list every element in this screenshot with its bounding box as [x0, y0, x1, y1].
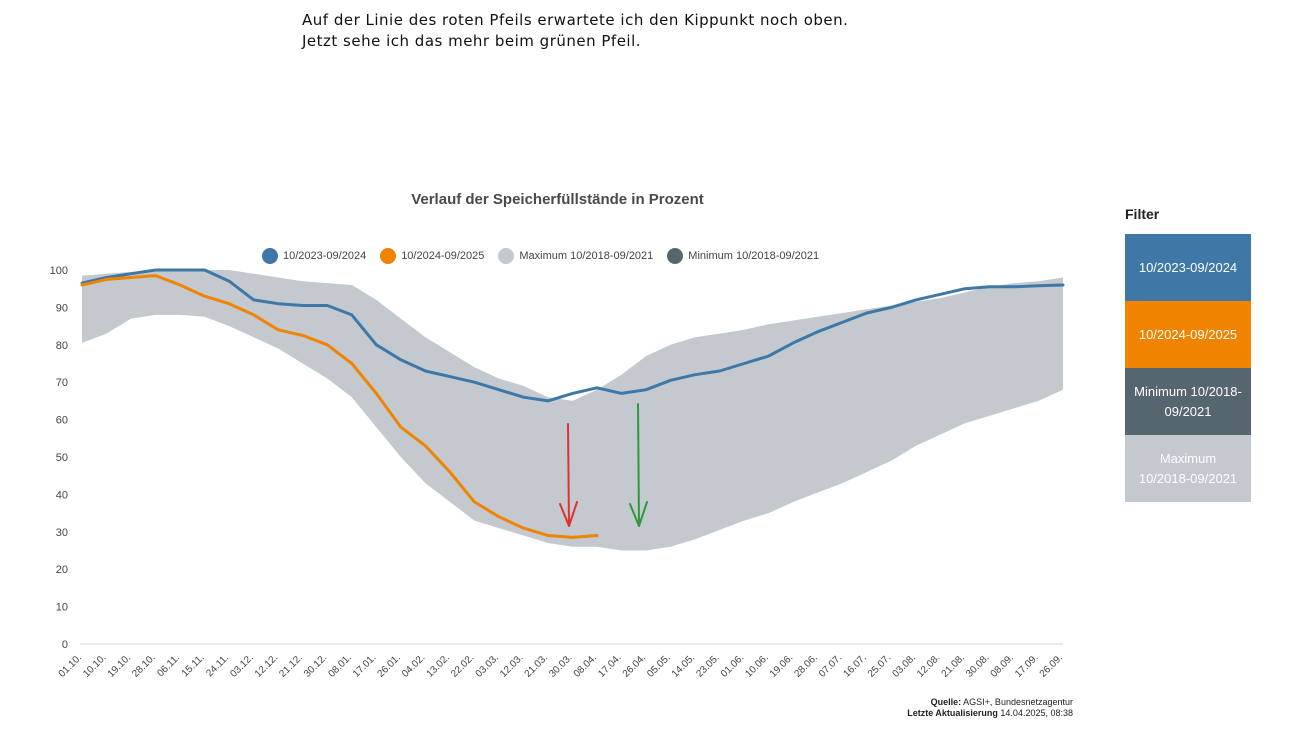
- x-tick-label: 30.12.: [302, 652, 329, 679]
- legend-dot-icon: [667, 248, 684, 264]
- x-tick-label: 28.10.: [130, 652, 157, 679]
- x-tick-label: 03.12.: [228, 652, 255, 679]
- legend-dot-icon: [262, 248, 278, 264]
- x-tick-label: 17.01.: [351, 652, 378, 679]
- x-tick-label: 21.08.: [940, 652, 967, 679]
- filter-panel: Filter 10/2023-09/2024 10/2024-09/2025 M…: [1125, 206, 1251, 502]
- y-tick-label: 60: [56, 415, 68, 427]
- y-tick-label: 10: [56, 602, 68, 614]
- x-tick-label: 21.12.: [277, 652, 304, 679]
- y-tick-label: 100: [50, 265, 68, 277]
- y-tick-label: 0: [62, 639, 68, 651]
- source-label: Quelle:: [930, 697, 962, 707]
- legend-item-2023-2024[interactable]: 10/2023-09/2024: [262, 248, 366, 264]
- y-tick-label: 90: [56, 302, 68, 314]
- chart-title: Verlauf der Speicherfüllstände in Prozen…: [411, 191, 704, 208]
- chart-legend: 10/2023-09/2024 10/2024-09/2025 Maximum …: [262, 246, 819, 266]
- annotation-line-1: Auf der Linie des roten Pfeils erwartete…: [302, 11, 849, 29]
- x-tick-label: 04.02.: [400, 652, 427, 679]
- x-tick-label: 26.09.: [1038, 652, 1065, 679]
- annotation-text: Auf der Linie des roten Pfeils erwartete…: [302, 10, 942, 52]
- filter-button-2024-2025[interactable]: 10/2024-09/2025: [1125, 301, 1251, 368]
- x-tick-label: 12.08.: [915, 652, 942, 679]
- x-tick-label: 21.03.: [523, 652, 550, 679]
- legend-label: Minimum 10/2018-09/2021: [688, 250, 820, 262]
- filter-heading: Filter: [1125, 206, 1160, 222]
- x-tick-label: 22.02.: [449, 652, 476, 679]
- legend-item-maximum[interactable]: Maximum 10/2018-09/2021: [498, 248, 653, 264]
- x-tick-label: 25.07.: [866, 652, 893, 679]
- x-tick-label: 28.06.: [792, 652, 819, 679]
- legend-label: 10/2023-09/2024: [283, 250, 367, 262]
- x-tick-label: 26.01.: [376, 652, 403, 679]
- min-max-band: [82, 270, 1063, 551]
- x-tick-label: 14.05.: [670, 652, 697, 679]
- x-tick-label: 15.11.: [180, 652, 207, 679]
- x-tick-label: 16.07.: [841, 652, 868, 679]
- series-line-2024-2025: [80, 274, 599, 539]
- filter-button-maximum[interactable]: Maximum 10/2018-09/2021: [1125, 435, 1251, 502]
- y-tick-label: 30: [56, 527, 68, 539]
- x-tick-label: 24.11.: [204, 652, 231, 679]
- x-tick-label: 07.07.: [817, 652, 844, 679]
- x-tick-label: 26.04.: [621, 652, 648, 679]
- legend-label: 10/2024-09/2025: [401, 250, 485, 262]
- y-tick-label: 80: [56, 340, 68, 352]
- x-tick-label: 08.01.: [326, 652, 353, 679]
- x-tick-label: 08.04.: [572, 652, 599, 679]
- x-tick-label: 05.05.: [645, 652, 672, 679]
- x-tick-label: 10.10.: [81, 652, 108, 679]
- legend-dot-icon: [380, 248, 397, 264]
- green-arrow-icon: [629, 403, 648, 527]
- x-tick-label: 01.06.: [719, 652, 746, 679]
- updated-label: Letzte Aktualisierung: [907, 708, 998, 718]
- x-tick-label: 08.09.: [989, 652, 1016, 679]
- legend-label: Maximum 10/2018-09/2021: [519, 250, 654, 262]
- x-tick-label: 17.04.: [596, 652, 623, 679]
- annotation-line-2: Jetzt sehe ich das mehr beim grünen Pfei…: [302, 32, 642, 50]
- y-tick-label: 50: [56, 452, 68, 464]
- x-tick-label: 03.08.: [891, 652, 918, 679]
- x-tick-label: 06.11.: [155, 652, 182, 679]
- x-tick-label: 19.10.: [106, 652, 133, 679]
- series-line-2023-2024: [80, 268, 1065, 403]
- x-tick-label: 12.03.: [498, 652, 525, 679]
- legend-item-2024-2025[interactable]: 10/2024-09/2025: [380, 248, 484, 264]
- x-tick-label: 03.03.: [474, 652, 501, 679]
- red-arrow-icon: [559, 423, 578, 527]
- x-tick-label: 12.12.: [253, 652, 280, 679]
- filter-button-2023-2024[interactable]: 10/2023-09/2024: [1125, 234, 1251, 301]
- x-tick-label: 01.10.: [57, 652, 84, 679]
- y-tick-label: 70: [56, 377, 68, 389]
- updated-value: 14.04.2025, 08:38: [1000, 708, 1073, 718]
- x-tick-label: 23.05.: [694, 652, 721, 679]
- source-value: AGSI+, Bundesnetzagentur: [963, 697, 1073, 707]
- x-tick-label: 19.06.: [768, 652, 795, 679]
- legend-dot-icon: [498, 248, 515, 264]
- legend-item-minimum[interactable]: Minimum 10/2018-09/2021: [667, 248, 819, 264]
- y-tick-label: 20: [56, 564, 68, 576]
- chart-source: Quelle: AGSI+, Bundesnetzagentur Letzte …: [907, 697, 1073, 719]
- x-tick-label: 30.03.: [547, 652, 574, 679]
- x-tick-label: 30.08.: [964, 652, 991, 679]
- x-tick-label: 13.02.: [425, 652, 452, 679]
- filter-button-minimum[interactable]: Minimum 10/2018-09/2021: [1125, 368, 1251, 435]
- x-tick-label: 17.09.: [1013, 652, 1040, 679]
- y-tick-label: 40: [56, 489, 68, 501]
- x-tick-label: 10.06.: [743, 652, 770, 679]
